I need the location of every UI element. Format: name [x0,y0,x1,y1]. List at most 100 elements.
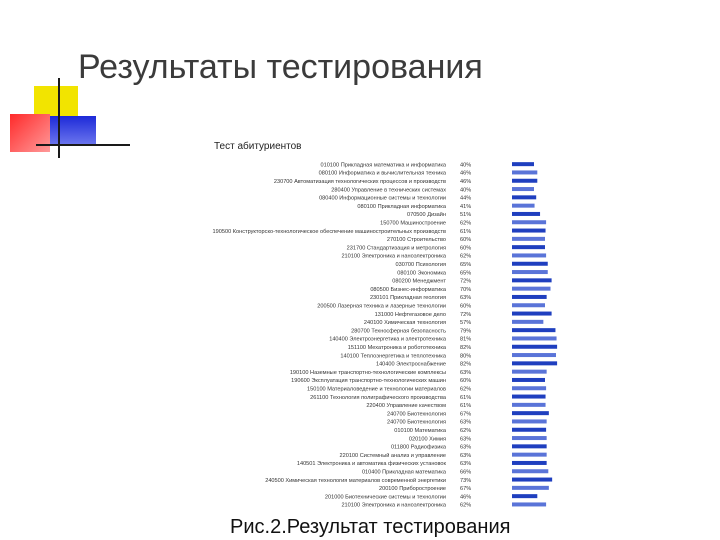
value-label: 81% [460,337,471,343]
bar [512,311,552,316]
value-label: 60% [460,378,471,384]
category-label: 080400 Информационные системы и технолог… [319,196,446,202]
value-label: 46% [460,179,471,185]
category-label: 080100 Информатика и вычислительная техн… [319,171,447,177]
category-label: 131000 Нефтегазовое дело [375,312,446,318]
category-label: 011800 Радиофизика [391,445,447,451]
category-label: 030700 Психология [395,262,446,268]
value-label: 63% [460,445,471,451]
category-label: 201000 Биотехнические системы и технолог… [325,494,446,500]
category-label: 010100 Математика [394,428,447,434]
bar [512,170,538,175]
value-label: 67% [460,411,471,417]
decor-horizontal-line [36,144,130,146]
category-label: 080100 Прикладная информатика [357,204,447,210]
value-label: 65% [460,262,471,268]
bar [512,195,537,200]
value-label: 63% [460,453,471,459]
value-label: 70% [460,287,471,293]
value-label: 61% [460,403,471,409]
category-label: 190100 Наземные транспортно-технологичес… [290,370,446,376]
value-label: 72% [460,279,471,285]
value-label: 62% [460,428,471,434]
value-label: 57% [460,320,471,326]
category-label: 140100 Теплоэнергетика и теплотехника [340,353,447,359]
value-label: 73% [460,478,471,484]
category-label: 010100 Прикладная математика и информати… [320,162,446,168]
bar [512,245,545,250]
value-label: 66% [460,469,471,475]
category-label: 140400 Электроэнергетика и электротехник… [329,337,447,343]
value-label: 60% [460,245,471,251]
bar [512,336,557,341]
bar [512,452,547,457]
category-label: 220400 Управление качеством [366,403,446,409]
value-label: 63% [460,436,471,442]
bar [512,369,547,374]
category-label: 240100 Химическая технология [364,320,446,326]
category-label: 270100 Строительство [387,237,446,243]
chart-title: Тест абитуриентов [214,140,302,152]
value-label: 63% [460,370,471,376]
category-label: 150100 Материаловедение и технологии мат… [307,386,446,392]
bar [512,270,548,275]
bar [512,485,549,490]
bar [512,303,545,308]
bar [512,294,547,299]
decor-red-square [10,114,50,152]
value-label: 51% [460,212,471,218]
category-label: 261100 Технология полиграфического произ… [310,395,447,401]
bar [512,419,547,424]
category-label: 200100 Приборостроение [379,486,446,492]
value-label: 65% [460,270,471,276]
value-label: 41% [460,204,471,210]
value-label: 63% [460,420,471,426]
bar [512,278,552,283]
bar [512,436,547,441]
category-label: 280400 Управление в технических системах [331,187,446,193]
category-label: 010400 Прикладная математика [362,469,447,475]
value-label: 40% [460,187,471,193]
category-label: 080500 Бизнес-информатика [370,287,447,293]
bar [512,477,553,482]
value-label: 80% [460,353,471,359]
bar [512,427,547,432]
bar [512,469,549,474]
value-label: 82% [460,345,471,351]
value-label: 62% [460,254,471,260]
value-label: 60% [460,237,471,243]
bar [512,460,547,465]
bar [512,411,549,416]
value-label: 62% [460,220,471,226]
value-label: 46% [460,494,471,500]
bar [512,319,544,324]
bar [512,353,556,358]
bar [512,211,541,216]
category-label: 220100 Системный анализ и управление [339,452,446,459]
bar [512,344,558,349]
bar [512,361,558,366]
page-title: Результаты тестирования [78,48,483,86]
category-label: 151100 Мехатроника и робототехника [348,345,447,351]
value-label: 61% [460,229,471,235]
value-label: 79% [460,328,471,334]
category-label: 080200 Менеджмент [392,279,446,285]
category-label: 240500 Химическая технология материалов … [265,477,446,484]
bar [512,377,545,382]
value-label: 40% [460,162,471,168]
value-label: 63% [460,461,471,467]
category-label: 280700 Техносферная безопасность [351,328,446,334]
value-label: 46% [460,171,471,177]
bar [512,178,538,183]
decor-vertical-line [58,78,60,158]
bar [512,187,534,192]
bar [512,394,546,399]
bar [512,286,551,291]
bar [512,386,547,391]
decor-blue-square [50,116,96,146]
category-label: 210100 Электроника и наноэлектроника [341,254,446,260]
category-label: 080100 Экономика [397,270,447,276]
bar [512,328,556,333]
value-label: 62% [460,386,471,392]
value-label: 63% [460,295,471,301]
